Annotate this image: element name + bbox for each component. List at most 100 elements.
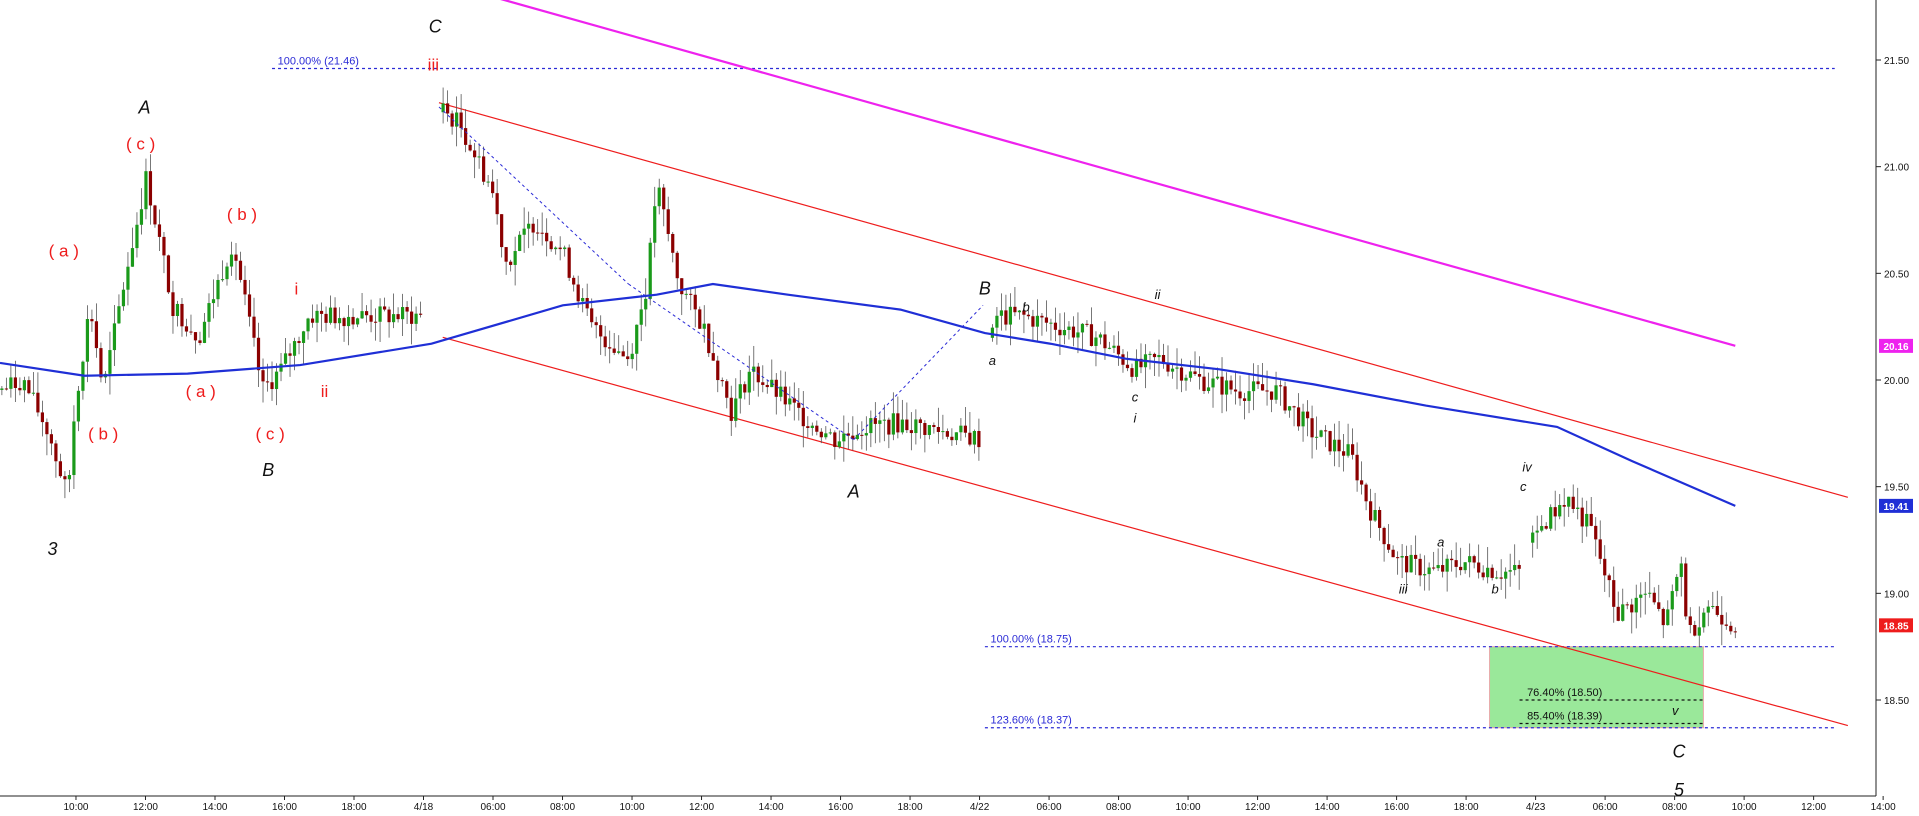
candle-body xyxy=(45,422,49,435)
candle-body xyxy=(1193,371,1197,375)
time-tick-label: 10:00 xyxy=(620,802,645,813)
wave-label-black: 3 xyxy=(48,539,58,559)
candle-body xyxy=(396,314,400,320)
candle-body xyxy=(1414,554,1418,559)
candle-body xyxy=(1733,631,1737,633)
candle-body xyxy=(549,241,553,250)
candle-body xyxy=(274,371,279,390)
candle-body xyxy=(126,266,130,290)
candle-body xyxy=(333,307,337,324)
candle-body xyxy=(1396,557,1400,559)
time-tick-label: 14:00 xyxy=(1315,802,1340,813)
candle-body xyxy=(342,318,346,327)
candle-body xyxy=(1729,625,1733,632)
candle-body xyxy=(112,323,117,351)
candle-body xyxy=(900,419,904,433)
candle-body xyxy=(450,113,454,127)
trend-lines-layer xyxy=(438,0,1849,727)
candle-body xyxy=(1013,306,1017,313)
candle-body xyxy=(1675,576,1679,592)
candle-body xyxy=(1400,556,1404,558)
candle-body xyxy=(1504,571,1508,579)
candle-body xyxy=(1310,418,1314,438)
candle-body xyxy=(783,386,787,405)
fibonacci-levels-layer: 100.00% (21.46) 100.00% (18.75) 123.60% (1… xyxy=(272,56,1835,729)
candle-body xyxy=(1576,507,1580,509)
candle-body xyxy=(1598,539,1602,559)
fib-level-label: 123.60% (18.37) xyxy=(991,715,1072,727)
wave-label-red: ( c ) xyxy=(256,425,285,444)
candle-body xyxy=(1553,507,1557,517)
candle-body xyxy=(1031,316,1035,327)
candle-body xyxy=(1220,376,1224,395)
fib-level-label: 100.00% (18.75) xyxy=(991,634,1072,646)
wave-label-black: b xyxy=(1492,581,1499,596)
candle-body xyxy=(1089,324,1094,346)
time-tick-label: 06:00 xyxy=(1593,802,1618,813)
candle-body xyxy=(513,251,517,265)
candle-body xyxy=(1378,509,1382,528)
candle-body xyxy=(1071,326,1076,338)
candle-body xyxy=(94,321,99,349)
candle-body xyxy=(1567,496,1571,507)
candle-body xyxy=(482,156,486,182)
price-tick-label: 18.50 xyxy=(1884,696,1909,707)
candle-body xyxy=(639,309,643,325)
candle-body xyxy=(72,421,76,476)
wave-label-red: i xyxy=(295,280,299,299)
candle-body xyxy=(765,384,769,388)
candle-body xyxy=(130,248,135,267)
candle-body xyxy=(1472,556,1476,563)
price-tick-label: 19.50 xyxy=(1884,483,1909,494)
wave-projection-line xyxy=(853,304,984,441)
wave-label-black: C xyxy=(429,16,443,36)
candle-body xyxy=(527,223,531,229)
candle-body xyxy=(220,279,225,281)
candle-body xyxy=(1693,625,1697,636)
price-tick-label: 21.50 xyxy=(1884,56,1909,67)
candle-body xyxy=(1679,563,1683,577)
candle-body xyxy=(630,353,634,360)
candle-body xyxy=(999,310,1004,316)
candle-body xyxy=(1427,567,1431,575)
candle-body xyxy=(346,316,351,327)
candle-body xyxy=(1562,505,1566,507)
candle-body xyxy=(522,228,526,235)
candle-body xyxy=(729,397,733,421)
candle-body xyxy=(536,232,540,234)
candle-body xyxy=(963,425,967,433)
candle-body xyxy=(1697,627,1701,636)
candle-body xyxy=(108,350,112,374)
candle-body xyxy=(1049,322,1053,324)
candle-body xyxy=(1517,564,1521,569)
candle-body xyxy=(599,325,603,337)
candle-body xyxy=(13,377,17,388)
candle-body xyxy=(1152,353,1157,358)
candle-body xyxy=(1170,368,1175,372)
candle-body xyxy=(671,233,675,253)
candle-body xyxy=(153,205,157,225)
candle-body xyxy=(229,254,234,267)
candle-body xyxy=(1292,406,1296,408)
candle-body xyxy=(1477,562,1481,573)
candle-body xyxy=(1355,454,1359,481)
wave-label-black: C xyxy=(1673,742,1687,762)
candle-body xyxy=(1702,612,1706,628)
candle-body xyxy=(743,384,747,393)
candle-body xyxy=(1287,406,1292,411)
candle-body xyxy=(923,423,927,435)
candle-body xyxy=(1017,310,1022,313)
candle-body xyxy=(1022,310,1026,315)
major-trend-line xyxy=(500,0,1736,347)
candle-body xyxy=(1085,323,1089,325)
candle-body xyxy=(558,247,562,250)
candle-body xyxy=(31,392,35,394)
candle-body xyxy=(1616,606,1620,621)
candle-body xyxy=(1161,354,1166,365)
candle-body xyxy=(1197,374,1202,377)
candle-body xyxy=(27,380,31,394)
candle-body xyxy=(207,303,211,322)
last-value-tag xyxy=(1879,498,1913,513)
wave-label-red: ( b ) xyxy=(227,205,257,224)
candle-body xyxy=(567,247,571,278)
